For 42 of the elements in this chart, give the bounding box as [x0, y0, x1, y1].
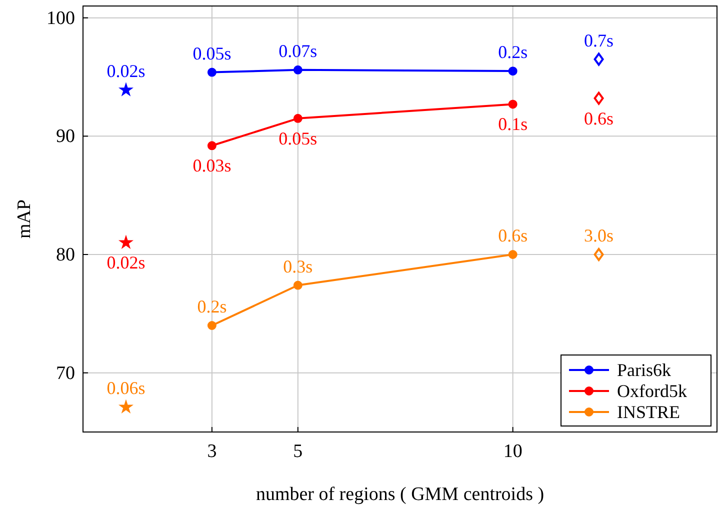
- y-tick-label: 80: [56, 244, 75, 266]
- point: [594, 248, 604, 261]
- annotation: 0.06s: [106, 378, 146, 398]
- annotation: 0.05s: [192, 43, 232, 64]
- annotation: 0.07s: [278, 40, 318, 61]
- annotation: 0.05s: [278, 128, 318, 148]
- annotation: 0.1s: [498, 114, 528, 134]
- point: [207, 68, 216, 77]
- annotation: 0.02s: [106, 61, 146, 82]
- point: [508, 66, 518, 76]
- point: [118, 82, 134, 96]
- annotation: 0.6s: [498, 226, 528, 246]
- point: [118, 234, 134, 250]
- point: [594, 92, 604, 105]
- annotation: 0.2s: [498, 42, 528, 62]
- point: [293, 280, 302, 290]
- legend-label: Oxford5k: [617, 381, 687, 401]
- point: [207, 141, 216, 150]
- annotation: 0.3s: [283, 256, 313, 276]
- point: [594, 52, 604, 66]
- point: [118, 399, 134, 414]
- point: [207, 321, 216, 330]
- y-axis-title: mAP: [14, 199, 35, 239]
- x-axis-title: number of regions ( GMM centroids ): [256, 484, 544, 505]
- point: [293, 65, 302, 74]
- point: [508, 100, 518, 109]
- x-tick-label: 5: [293, 441, 303, 462]
- y-tick-label: 70: [56, 362, 75, 384]
- legend-label: INSTRE: [617, 402, 680, 422]
- y-tick-label: 90: [56, 126, 75, 148]
- annotation: 0.6s: [584, 108, 614, 128]
- annotation: 0.03s: [192, 156, 232, 176]
- x-tick-label: 3: [207, 441, 217, 462]
- point: [508, 250, 518, 259]
- annotation: 0.2s: [197, 296, 227, 316]
- annotation: 0.02s: [106, 252, 146, 273]
- annotation: 3.0s: [584, 226, 614, 246]
- point: [293, 114, 302, 123]
- x-tick-label: 10: [503, 441, 522, 462]
- annotation: 0.7s: [584, 30, 614, 50]
- y-tick-label: 100: [46, 8, 75, 29]
- legend-label: Paris6k: [617, 360, 671, 380]
